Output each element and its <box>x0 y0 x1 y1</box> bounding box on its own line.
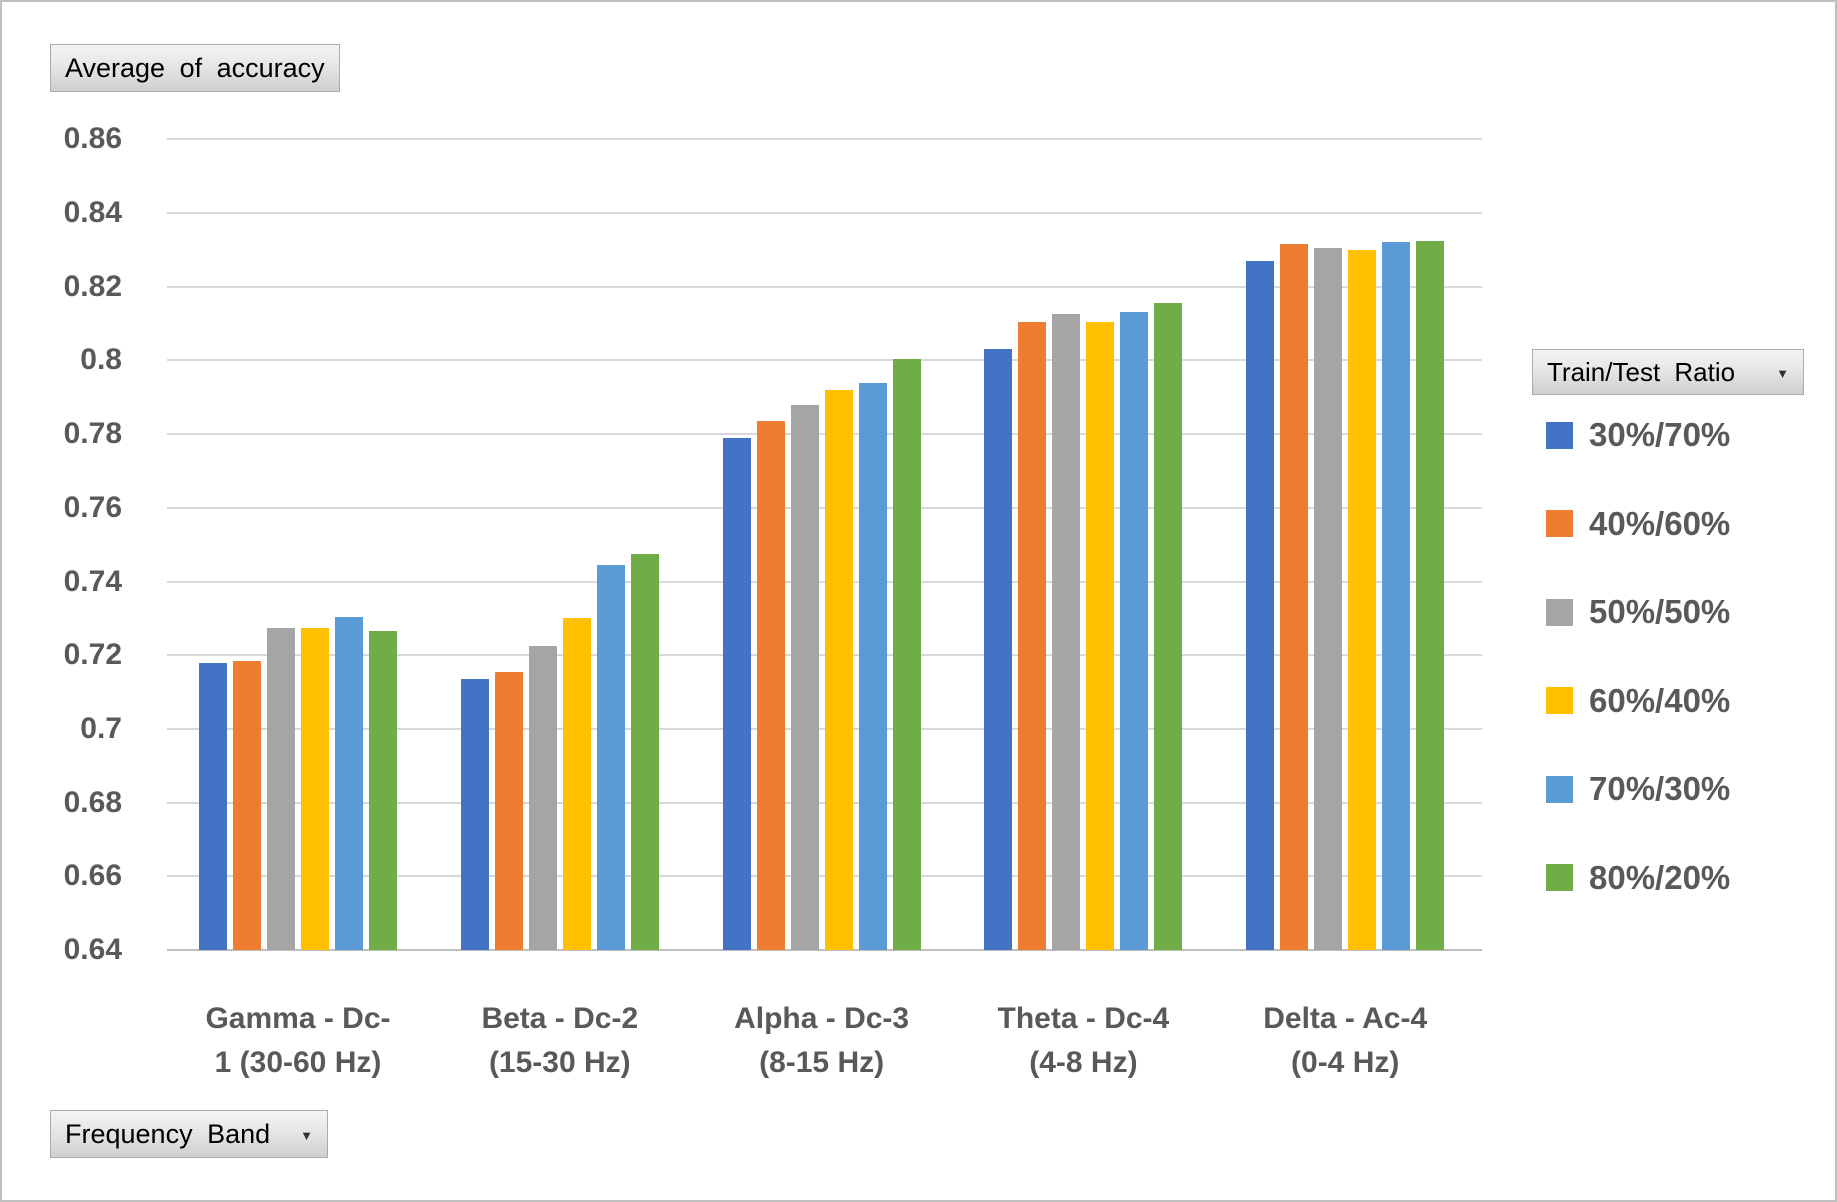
gridline <box>167 580 1482 583</box>
legend-item-label: 60%/40% <box>1589 681 1731 719</box>
legend-item-label: 70%/30% <box>1589 770 1731 807</box>
y-axis-tick-label: 0.82 <box>63 269 122 303</box>
axis-field-button[interactable]: Frequency Band ▼ <box>50 1110 328 1158</box>
legend-item-label: 30%/70% <box>1589 416 1731 453</box>
gridline <box>167 875 1482 878</box>
gridline <box>167 801 1482 804</box>
bar-7030-cat5 <box>1382 242 1411 950</box>
gridline <box>167 285 1482 288</box>
dropdown-arrow-icon: ▼ <box>300 1127 313 1143</box>
gridline <box>167 506 1482 509</box>
gridline <box>167 654 1482 657</box>
dropdown-arrow-icon: ▼ <box>1776 365 1789 381</box>
gridline <box>167 727 1482 730</box>
bar-5050-cat4 <box>1052 314 1081 950</box>
bar-6040-cat4 <box>1086 321 1115 950</box>
bar-7030-cat4 <box>1120 312 1149 950</box>
values-field-button[interactable]: Average of accuracy <box>50 44 340 92</box>
legend-item: 60%/40% <box>1546 681 1731 719</box>
legend-swatch <box>1546 598 1573 626</box>
legend-field-label: Train/Test Ratio <box>1547 356 1736 387</box>
category-label: Gamma - Dc- 1 (30-60 Hz) <box>205 1002 391 1079</box>
bar-5050-cat3 <box>790 404 819 950</box>
bar-7030-cat1 <box>335 616 363 950</box>
bar-4060-cat5 <box>1280 244 1309 950</box>
gridline <box>167 433 1482 436</box>
bar-3070-cat4 <box>984 349 1013 950</box>
category-label: Beta - Dc-2 (15-30 Hz) <box>481 1002 639 1079</box>
legend-item: 30%/70% <box>1546 416 1731 453</box>
legend-item: 50%/50% <box>1546 593 1731 630</box>
bar-6040-cat1 <box>301 627 329 950</box>
legend-item-label: 80%/20% <box>1589 858 1731 896</box>
legend-swatch <box>1546 687 1573 714</box>
bar-3070-cat3 <box>722 437 751 950</box>
bar-3070-cat2 <box>460 679 489 950</box>
bar-4060-cat1 <box>233 660 261 950</box>
axis-field-label: Frequency Band <box>65 1118 271 1149</box>
bar-4060-cat4 <box>1018 321 1047 950</box>
legend-item: 40%/60% <box>1546 504 1731 542</box>
bar-6040-cat2 <box>562 618 591 950</box>
bar-8020-cat3 <box>892 358 921 950</box>
legend-item: 80%/20% <box>1546 858 1731 896</box>
legend-item: 70%/30% <box>1546 770 1731 807</box>
legend-swatch <box>1546 864 1573 891</box>
y-axis-tick-label: 0.72 <box>63 638 122 672</box>
bar-6040-cat5 <box>1348 249 1377 950</box>
category-label: Alpha - Dc-3 (8-15 Hz) <box>734 1002 910 1079</box>
legend-item-label: 40%/60% <box>1589 504 1731 542</box>
bar-8020-cat4 <box>1154 303 1183 950</box>
bar-5050-cat1 <box>267 627 295 950</box>
legend-field-button[interactable]: Train/Test Ratio ▼ <box>1532 349 1804 395</box>
y-axis-tick-label: 0.66 <box>63 859 122 893</box>
bar-7030-cat3 <box>858 382 887 950</box>
y-axis-tick-label: 0.78 <box>63 417 122 451</box>
legend-swatch <box>1546 775 1573 803</box>
legend-swatch <box>1546 421 1573 449</box>
legend-swatch <box>1546 510 1573 537</box>
y-axis-tick-label: 0.8 <box>80 343 122 377</box>
bar-5050-cat2 <box>528 645 557 950</box>
y-axis-tick-label: 0.64 <box>63 933 122 966</box>
gridline <box>167 212 1482 214</box>
y-axis-tick-label: 0.76 <box>63 490 122 524</box>
y-axis-tick-label: 0.74 <box>63 564 122 598</box>
bar-4060-cat3 <box>756 421 785 950</box>
bar-4060-cat2 <box>494 671 523 950</box>
legend-item-label: 50%/50% <box>1589 593 1731 630</box>
bar-8020-cat1 <box>369 631 397 950</box>
bar-6040-cat3 <box>824 389 853 950</box>
values-field-label: Average of accuracy <box>65 52 325 83</box>
bar-3070-cat1 <box>199 662 227 950</box>
legend: Train/Test Ratio ▼ 30%/70% 40%/60% 50%/50%… <box>1532 349 1832 896</box>
bar-3070-cat5 <box>1246 260 1275 950</box>
gridline <box>167 359 1482 362</box>
bar-8020-cat2 <box>630 553 659 950</box>
category-label: Delta - Ac-4 (0-4 Hz) <box>1263 1002 1428 1079</box>
bar-5050-cat5 <box>1314 248 1343 950</box>
y-axis-tick-label: 0.86 <box>63 122 122 156</box>
x-axis-line <box>167 949 1482 951</box>
gridline <box>167 138 1482 141</box>
y-axis-tick-label: 0.84 <box>63 196 122 229</box>
bar-7030-cat2 <box>596 564 625 950</box>
y-axis-tick-label: 0.7 <box>80 711 122 745</box>
category-label: Theta - Dc-4 (4-8 Hz) <box>997 1002 1170 1079</box>
bar-8020-cat5 <box>1416 240 1445 950</box>
y-axis-tick-label: 0.68 <box>63 785 122 819</box>
